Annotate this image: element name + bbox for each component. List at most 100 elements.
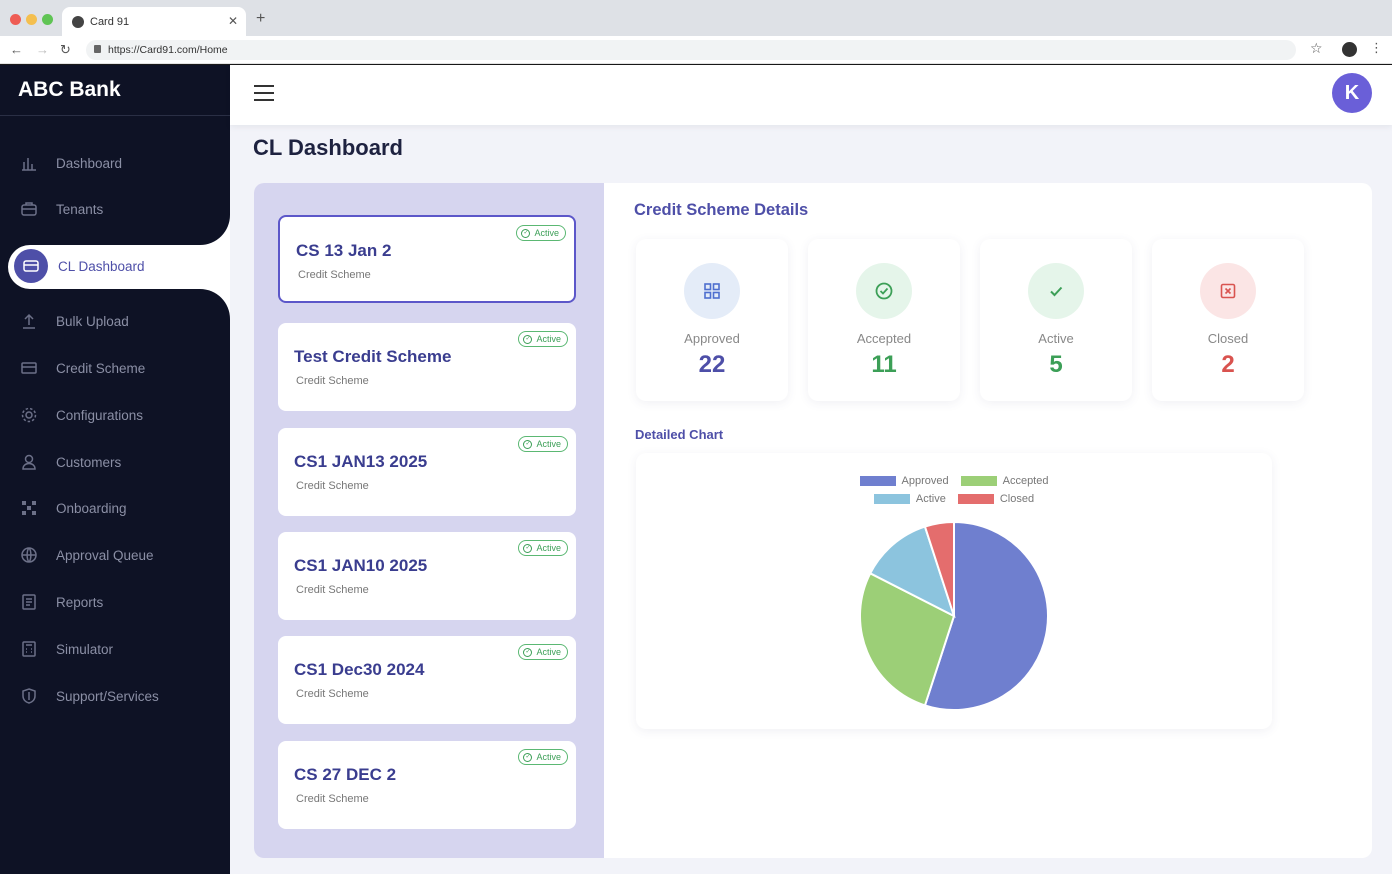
pie-slice-accepted[interactable] [859, 571, 956, 707]
check-circle-icon [856, 263, 912, 319]
stat-value: 5 [1049, 351, 1063, 378]
legend-label: Closed [999, 493, 1035, 505]
dashboard-content: CS 13 Jan 2 Credit Scheme ✓ Active Test C… [254, 183, 1372, 858]
pie-slice-closed[interactable] [923, 520, 955, 617]
favicon-icon [72, 16, 84, 28]
legend-item-active[interactable]: Active [873, 493, 946, 505]
calculator-icon [18, 638, 40, 660]
stat-label: Closed [1207, 331, 1249, 346]
window-close-button[interactable] [10, 14, 21, 25]
chart-legend: Approved Accepted Active Closed [636, 475, 1272, 511]
sidebar-item-simulator[interactable]: Simulator [18, 633, 218, 665]
new-tab-icon[interactable]: + [256, 10, 266, 27]
scheme-name: CS1 JAN10 2025 [294, 556, 428, 575]
sidebar-item-configurations[interactable]: Configurations [18, 399, 218, 431]
scheme-card[interactable]: Test Credit Scheme Credit Scheme ✓ Active [278, 323, 576, 411]
pie-slice-active[interactable] [868, 525, 956, 618]
sidebar-item-onboarding[interactable]: Onboarding [18, 492, 218, 524]
legend-item-accepted[interactable]: Accepted [960, 475, 1048, 487]
scheme-card[interactable]: CS1 JAN10 2025 Credit Scheme ✓ Active [278, 532, 576, 620]
address-bar[interactable]: https://Card91.com/Home [86, 40, 1296, 60]
forward-icon[interactable]: → [36, 42, 49, 57]
stat-card-approved: Approved 22 [636, 239, 788, 401]
sidebar-item-label: Credit Scheme [56, 360, 146, 376]
top-bar: K [230, 65, 1392, 125]
legend-swatch [873, 494, 910, 504]
reload-icon[interactable]: ↻ [60, 42, 71, 57]
legend-swatch [859, 476, 896, 486]
status-badge-label: Active [536, 543, 561, 553]
card-icon [18, 357, 40, 379]
chart-card: Approved Accepted Active Closed [636, 453, 1272, 729]
status-badge: ✓ Active [518, 331, 568, 347]
stat-value: 11 [871, 351, 897, 378]
scheme-subtitle: Credit Scheme [296, 480, 369, 492]
scheme-card[interactable]: CS1 Dec30 2024 Credit Scheme ✓ Active [278, 636, 576, 724]
hamburger-menu-icon[interactable] [254, 85, 274, 101]
sidebar-item-support-services[interactable]: Support/Services [18, 680, 218, 712]
brand-divider [0, 115, 230, 116]
sidebar: ABC Bank Dashboard Tenants CL Dashboard … [0, 65, 230, 874]
status-badge-label: Active [536, 334, 561, 344]
scheme-subtitle: Credit Scheme [296, 584, 369, 596]
grid-icon [18, 497, 40, 519]
check-circle-icon: ✓ [523, 334, 533, 344]
scheme-name: CS1 JAN13 2025 [294, 452, 428, 471]
sidebar-item-label: Support/Services [56, 688, 159, 704]
sidebar-item-customers[interactable]: Customers [18, 446, 218, 478]
check-circle-icon: ✓ [523, 647, 533, 657]
scheme-subtitle: Credit Scheme [296, 375, 369, 387]
scheme-list: CS 13 Jan 2 Credit Scheme ✓ Active Test C… [254, 183, 604, 858]
page-title: CL Dashboard [253, 135, 403, 160]
sidebar-item-reports[interactable]: Reports [18, 586, 218, 618]
sidebar-item-label: CL Dashboard [58, 259, 145, 274]
sidebar-item-credit-scheme[interactable]: Credit Scheme [18, 352, 218, 384]
sidebar-item-label: Onboarding [56, 500, 127, 516]
legend-item-closed[interactable]: Closed [957, 493, 1035, 505]
scheme-card[interactable]: CS1 JAN13 2025 Credit Scheme ✓ Active [278, 428, 576, 516]
status-badge-label: Active [536, 647, 561, 657]
sidebar-item-label: Tenants [56, 201, 104, 217]
sidebar-item-bulk-upload[interactable]: Bulk Upload [18, 305, 218, 337]
legend-item-approved[interactable]: Approved [859, 475, 949, 487]
legend-swatch [957, 494, 994, 504]
window-minimize-button[interactable] [26, 14, 37, 25]
scheme-card[interactable]: CS 27 DEC 2 Credit Scheme ✓ Active [278, 741, 576, 829]
stat-value: 22 [698, 351, 726, 378]
sidebar-item-dashboard[interactable]: Dashboard [18, 147, 218, 179]
legend-swatch [960, 476, 997, 486]
scheme-card[interactable]: CS 13 Jan 2 Credit Scheme ✓ Active [278, 215, 576, 303]
tab-close-icon[interactable]: ✕ [227, 14, 238, 28]
bookmark-star-icon[interactable]: ☆ [1310, 40, 1323, 56]
lock-icon [94, 45, 101, 53]
status-badge-label: Active [534, 228, 559, 238]
stat-value: 2 [1221, 351, 1235, 378]
stat-label: Accepted [856, 331, 912, 346]
avatar[interactable]: K [1332, 73, 1372, 113]
profile-icon[interactable] [1342, 42, 1357, 57]
url-text: https://Card91.com/Home [108, 44, 228, 56]
status-badge-label: Active [536, 752, 561, 762]
status-badge: ✓ Active [516, 225, 566, 241]
status-badge-label: Active [536, 439, 561, 449]
check-icon [1028, 263, 1084, 319]
shield-icon [18, 685, 40, 707]
window-zoom-button[interactable] [42, 14, 53, 25]
status-badge: ✓ Active [518, 644, 568, 660]
scheme-subtitle: Credit Scheme [298, 269, 371, 281]
sidebar-item-approval-queue[interactable]: Approval Queue [18, 539, 218, 571]
pie-slice-approved[interactable] [923, 520, 1049, 711]
close-box-icon [1200, 263, 1256, 319]
stat-card-active: Active 5 [980, 239, 1132, 401]
sidebar-item-tenants[interactable]: Tenants [18, 193, 218, 225]
stat-card-closed: Closed 2 [1152, 239, 1304, 401]
browser-menu-icon[interactable]: ⋮ [1370, 40, 1383, 55]
check-circle-icon: ✓ [523, 543, 533, 553]
briefcase-icon [18, 198, 40, 220]
legend-label: Approved [901, 475, 949, 487]
browser-tab[interactable]: Card 91 ✕ [62, 7, 246, 36]
back-icon[interactable]: ← [10, 42, 23, 57]
sidebar-item-label: Dashboard [56, 155, 123, 171]
scheme-subtitle: Credit Scheme [296, 793, 369, 805]
stat-label: Active [1038, 331, 1074, 346]
